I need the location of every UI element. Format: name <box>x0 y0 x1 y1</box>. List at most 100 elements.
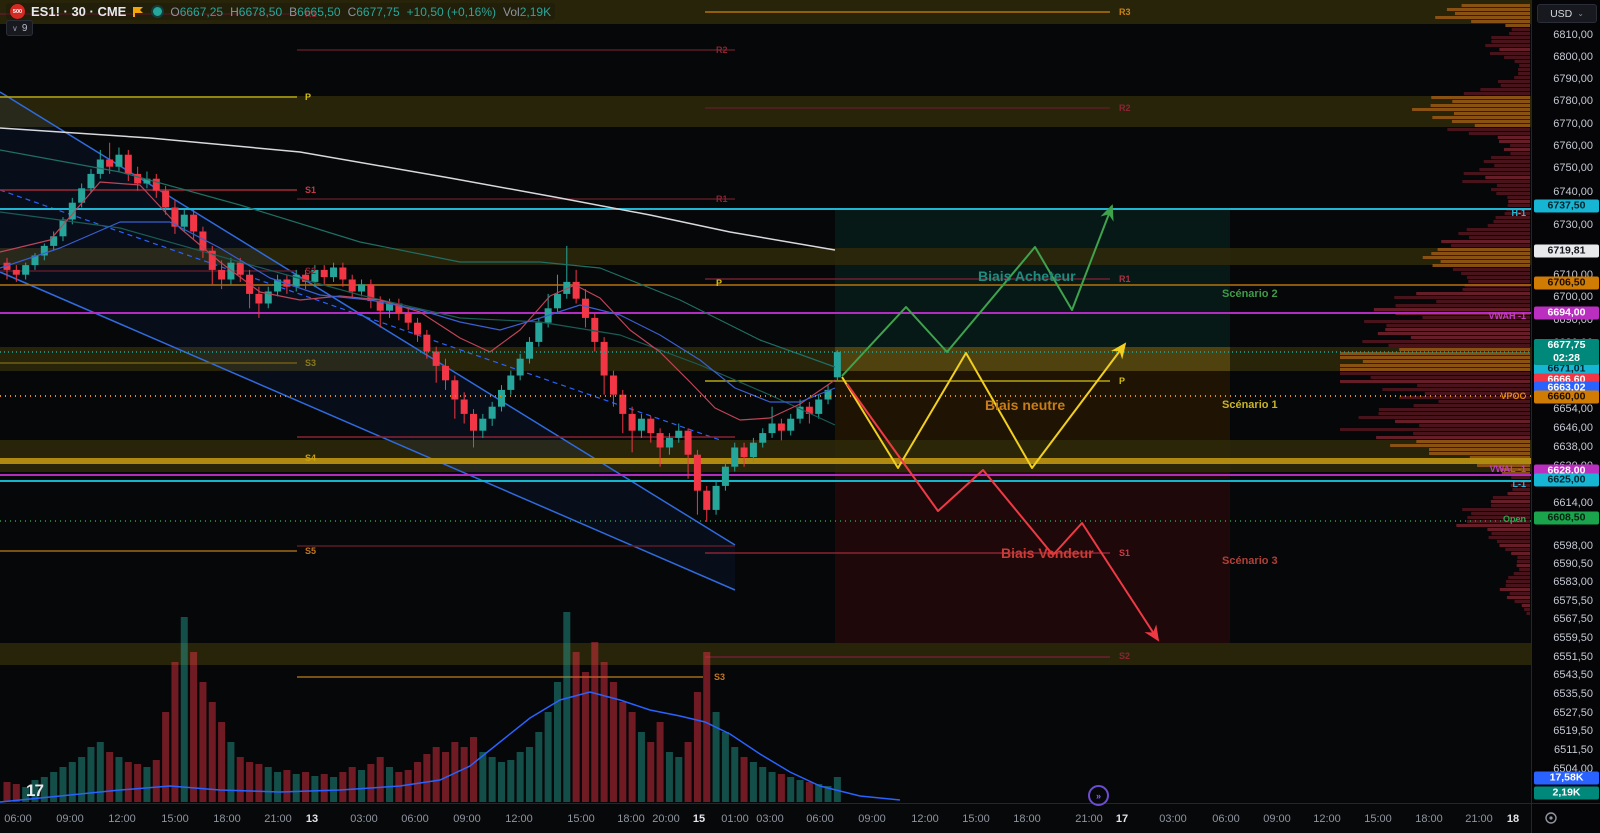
ma-white[interactable] <box>0 127 836 251</box>
channel-lower[interactable] <box>0 271 736 591</box>
scenario-label[interactable]: Biais Acheteur <box>978 268 1076 284</box>
buyer-zone <box>835 209 1230 352</box>
collapsed-indicators-toggle[interactable]: ∨ 9 <box>6 20 34 36</box>
indicators-count: 9 <box>21 22 28 34</box>
candle-body <box>507 375 515 390</box>
profile-row <box>1373 308 1530 311</box>
profile-row <box>1508 576 1530 579</box>
connection-status-icon[interactable] <box>151 5 165 18</box>
price-label-box: 6625,00 <box>1534 473 1599 487</box>
scenario-label[interactable]: Scénario 1 <box>1222 399 1278 411</box>
ma-teal-lower[interactable] <box>0 211 836 426</box>
candle-body <box>330 267 338 278</box>
volume-bar <box>479 752 487 802</box>
candle-body <box>759 433 767 443</box>
neutral-scenario-path[interactable] <box>841 342 1127 469</box>
chart-pane[interactable]: Biais Acheteur Biais neutre Biais Vendeur S… <box>0 0 1531 803</box>
zone-band <box>0 96 1531 127</box>
time-tick: 18:00 <box>213 813 241 825</box>
profile-row <box>1514 600 1530 603</box>
profile-row <box>1516 564 1530 567</box>
tradingview-logo[interactable]: 17 <box>26 781 44 800</box>
go-to-realtime-button[interactable]: » <box>1088 785 1109 806</box>
buyer-scenario-path[interactable] <box>841 204 1114 377</box>
scenario-label[interactable]: Scénario 3 <box>1222 555 1278 567</box>
volume-bar <box>134 764 142 802</box>
volume-ma-line[interactable] <box>0 691 901 803</box>
volume-bar <box>684 742 692 802</box>
profile-row <box>1399 396 1530 399</box>
profile-row <box>1514 76 1530 79</box>
volume-bar <box>460 747 468 802</box>
time-tick: 09:00 <box>453 813 481 825</box>
profile-row <box>1429 452 1530 455</box>
price-tick: 6551,50 <box>1553 651 1593 663</box>
profile-row <box>1518 72 1530 75</box>
profile-row <box>1510 144 1530 147</box>
profile-row <box>1463 92 1530 95</box>
candle-body <box>3 262 11 270</box>
price-label-box: 6694,00 <box>1534 306 1599 320</box>
volume-bar <box>544 712 552 802</box>
price-tick: 6511,50 <box>1554 744 1593 756</box>
volume-label: Vol <box>503 4 520 19</box>
volume-bar <box>600 662 608 802</box>
pivot-label-r2: R2 <box>1119 103 1131 113</box>
candle-body <box>50 236 58 246</box>
ma-blue[interactable] <box>0 221 836 403</box>
edge-label-vwal-1: VWAL -1 <box>1490 464 1526 474</box>
channel-median[interactable] <box>0 189 721 441</box>
profile-row <box>1432 116 1530 119</box>
candle-body <box>339 267 347 280</box>
price-tick: 6730,00 <box>1553 219 1593 231</box>
price-tick: 6519,50 <box>1553 725 1593 737</box>
scenario-label[interactable]: Biais Vendeur <box>1001 545 1094 561</box>
profile-row <box>1488 536 1530 539</box>
profile-row <box>1479 168 1530 171</box>
chevron-down-icon: ⌄ <box>1577 9 1584 18</box>
axis-corner[interactable] <box>1531 803 1600 833</box>
symbol-title[interactable]: ES1! · 30 · CME <box>31 4 127 19</box>
profile-row <box>1435 16 1530 19</box>
ma-teal-upper[interactable] <box>0 149 836 368</box>
time-axis[interactable]: 06:00 09:00 12:00 15:00 18:00 21:00 13 03:00 06:… <box>0 803 1531 833</box>
price-chart-canvas[interactable]: Biais Acheteur Biais neutre Biais Vendeur S… <box>0 0 1531 803</box>
time-tick: 18:00 <box>617 813 645 825</box>
pivot-label-s2: S2 <box>305 266 316 276</box>
price-label-box: 6737,50 <box>1534 199 1599 213</box>
volume-bar <box>525 747 533 802</box>
volume-bar <box>497 762 505 802</box>
volume-bar <box>759 767 767 802</box>
channel-upper[interactable] <box>0 91 736 546</box>
seller-scenario-path[interactable] <box>846 383 1160 642</box>
profile-row <box>1440 260 1530 263</box>
candle-body <box>311 269 319 282</box>
gear-icon[interactable] <box>1544 811 1558 825</box>
currency-button[interactable]: USD ⌄ <box>1537 4 1597 23</box>
price-axis[interactable]: USD ⌄ 6810,00 6800,00 6790,00 6780,00 6770,0… <box>1531 0 1600 803</box>
scenario-label[interactable]: Biais neutre <box>985 397 1065 413</box>
price-label-box: 6677,75 02:28 <box>1534 339 1599 365</box>
volume-bar <box>3 782 11 802</box>
flag-icon[interactable] <box>132 6 145 18</box>
scenario-labels: Biais Acheteur Biais neutre Biais Vendeur S… <box>978 268 1278 567</box>
profile-row <box>1503 148 1530 151</box>
profile-row <box>1378 412 1530 415</box>
candle-body <box>796 406 804 419</box>
volume-bar <box>609 682 617 802</box>
candle-body <box>777 423 785 431</box>
volume-bar <box>749 762 757 802</box>
candle-body <box>12 269 20 275</box>
ma-crimson[interactable] <box>0 181 836 421</box>
time-tick-day: 15 <box>692 813 706 825</box>
volume-bar <box>572 652 580 802</box>
volume-bar <box>311 776 319 802</box>
volume-bar <box>68 762 76 802</box>
scenario-label[interactable]: Scénario 2 <box>1222 288 1278 300</box>
profile-row <box>1480 88 1530 91</box>
candle-body <box>637 418 645 431</box>
profile-row <box>1499 48 1530 51</box>
symbol-legend[interactable]: 500 ES1! · 30 · CME O6667,25 H6678,50 B6… <box>6 3 556 20</box>
candle-body <box>180 214 188 227</box>
profile-row <box>1340 380 1530 383</box>
